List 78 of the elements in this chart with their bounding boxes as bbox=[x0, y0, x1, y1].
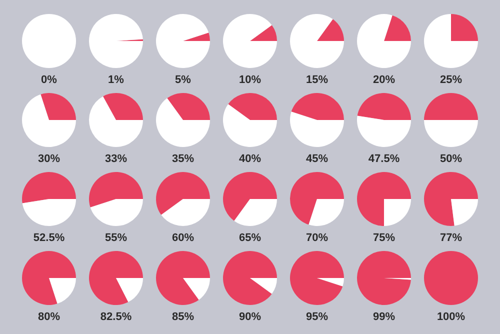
text: 50% bbox=[440, 153, 462, 165]
pie-slice bbox=[156, 98, 210, 147]
pie-slice bbox=[156, 172, 210, 215]
text: 85% bbox=[172, 311, 194, 323]
pie-slice bbox=[317, 19, 344, 41]
text: 35% bbox=[172, 153, 194, 165]
pie-slice bbox=[357, 116, 411, 147]
pie-slice bbox=[223, 104, 277, 147]
text: 25% bbox=[440, 74, 462, 86]
pie-slice bbox=[317, 278, 344, 286]
pie-slice bbox=[290, 112, 344, 147]
pie-slice bbox=[89, 251, 143, 305]
pie-slice bbox=[384, 15, 411, 41]
text: 52.5% bbox=[33, 232, 65, 244]
pie-slice bbox=[22, 94, 76, 147]
text: 33% bbox=[104, 153, 128, 165]
pie-slice bbox=[90, 199, 143, 226]
text: 60% bbox=[172, 232, 194, 244]
pie-slice bbox=[451, 199, 478, 226]
pie-slice bbox=[384, 199, 411, 226]
pie-slice bbox=[89, 172, 143, 208]
pie-slice bbox=[424, 14, 478, 68]
pie-slice bbox=[183, 278, 210, 300]
text: 82.5% bbox=[100, 311, 132, 323]
pie-slice bbox=[156, 14, 210, 68]
text: 40% bbox=[238, 153, 262, 165]
pie-slice bbox=[424, 120, 478, 147]
text: 20% bbox=[372, 74, 396, 86]
text: 95% bbox=[306, 311, 328, 323]
pie-slice bbox=[223, 251, 277, 305]
pie-slice bbox=[424, 93, 478, 120]
pie-slice bbox=[290, 172, 344, 225]
pie-slice bbox=[167, 93, 210, 120]
pie-slice bbox=[89, 96, 143, 147]
text: 1% bbox=[108, 74, 124, 86]
text: 5% bbox=[175, 74, 192, 86]
text: 10% bbox=[238, 74, 262, 86]
text: 30% bbox=[38, 153, 60, 165]
text: 0% bbox=[41, 74, 58, 86]
pie-slice bbox=[290, 251, 344, 305]
pie-slice bbox=[102, 93, 143, 120]
text: 75% bbox=[372, 232, 396, 244]
pie-slice bbox=[290, 14, 344, 68]
pie-slice bbox=[451, 14, 478, 41]
pie-slice bbox=[357, 172, 411, 226]
text: 15% bbox=[306, 74, 328, 86]
text: 55% bbox=[104, 232, 128, 244]
text: 80% bbox=[38, 311, 60, 323]
pie-slice bbox=[183, 32, 210, 41]
pie-slice bbox=[22, 199, 76, 226]
text: 65% bbox=[238, 232, 262, 244]
pie-slice bbox=[234, 199, 277, 226]
pie-slice bbox=[228, 93, 277, 120]
pie-slice bbox=[223, 14, 277, 68]
pie-slice bbox=[424, 172, 478, 226]
pie-slice bbox=[22, 251, 76, 305]
pie-slice bbox=[308, 199, 344, 226]
pie-slice bbox=[250, 278, 277, 294]
pie-slice bbox=[22, 172, 76, 204]
pie-slice bbox=[357, 251, 411, 305]
pie-slice bbox=[250, 25, 277, 41]
text: 90% bbox=[238, 311, 262, 323]
pie-slice bbox=[357, 93, 411, 120]
pie-slice bbox=[49, 278, 76, 304]
pie-slice bbox=[357, 14, 411, 68]
pie-slice bbox=[40, 93, 76, 120]
text: 70% bbox=[306, 232, 328, 244]
text: 99% bbox=[372, 311, 396, 323]
pie-slice bbox=[89, 14, 143, 68]
pie-slice bbox=[161, 199, 210, 226]
text: 47.5% bbox=[368, 153, 400, 165]
text: 45% bbox=[306, 153, 328, 165]
text: 100% bbox=[436, 311, 466, 323]
pie-slice bbox=[223, 172, 277, 221]
pie-slice bbox=[291, 93, 344, 120]
pie-slice bbox=[116, 278, 143, 302]
text: 77% bbox=[440, 232, 462, 244]
pie-slice bbox=[156, 251, 210, 305]
